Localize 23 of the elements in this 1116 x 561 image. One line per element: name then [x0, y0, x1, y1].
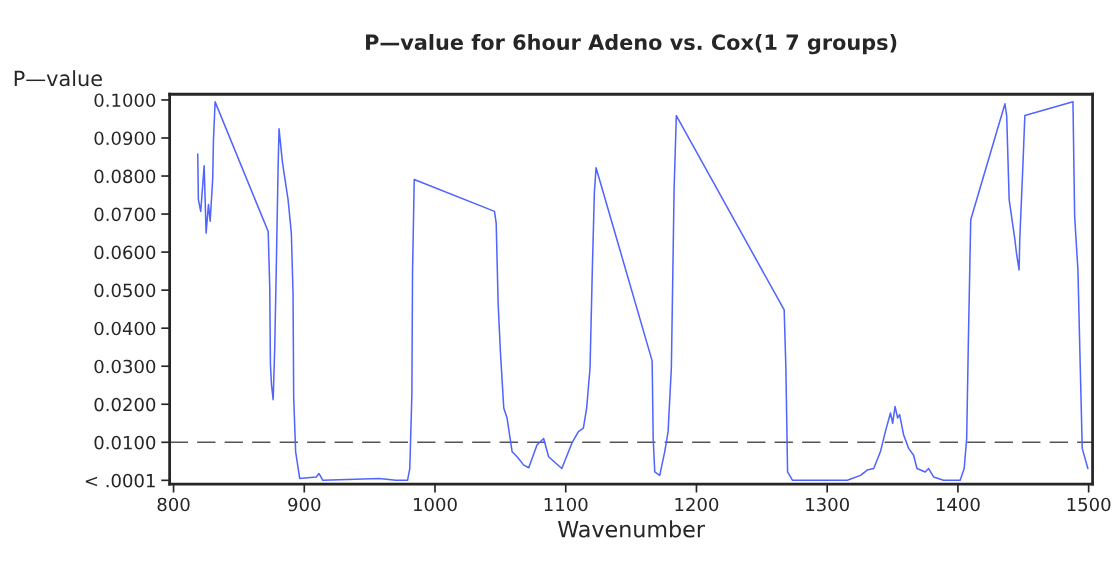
x-tick-label: 800 — [157, 497, 190, 512]
y-axis-title: P—value — [14, 70, 102, 87]
y-tick-label: 0.1000 — [94, 93, 156, 108]
y-tick-label: 0.0700 — [94, 207, 156, 222]
y-tick-label: 0.0800 — [94, 169, 156, 184]
y-tick-label: < .0001 — [85, 473, 155, 488]
y-tick-label: 0.0900 — [94, 131, 156, 146]
y-tick-label: 0.0600 — [94, 245, 156, 260]
line-series — [196, 101, 1089, 482]
y-tick-label: 0.0300 — [94, 359, 156, 374]
x-tick-label: 900 — [288, 497, 321, 512]
y-tick-label: 0.0200 — [94, 397, 156, 412]
y-tick-label: 0.0100 — [94, 435, 156, 450]
x-tick-label: 1400 — [936, 497, 980, 512]
x-tick-label: 1200 — [675, 497, 719, 512]
chart-title: P—value for 6hour Adeno vs. Cox(1 7 groups) — [366, 33, 897, 55]
x-tick-label: 1300 — [806, 497, 849, 512]
x-tick-label: 1000 — [414, 497, 457, 512]
x-tick-label: 1100 — [544, 497, 588, 512]
x-tick-label: 1500 — [1067, 497, 1111, 512]
y-tick-label: 0.0400 — [94, 321, 156, 336]
x-axis-title: Wavenumber — [557, 520, 705, 538]
y-tick-label: 0.0500 — [94, 283, 156, 298]
